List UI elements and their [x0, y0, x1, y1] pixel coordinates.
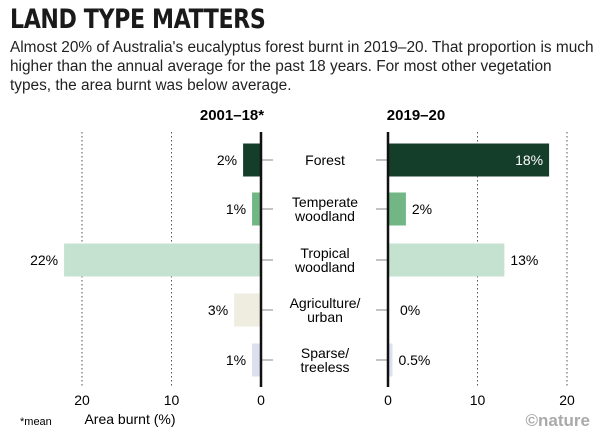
left-bar-label: 3%	[208, 302, 228, 318]
left-bar-label: 1%	[226, 352, 246, 368]
left-bar	[252, 192, 261, 226]
left-bar-label: 22%	[30, 252, 58, 268]
right-bar	[388, 243, 505, 277]
right-bar	[388, 192, 406, 226]
category-label: Sparse/	[301, 345, 349, 361]
left-bar	[252, 343, 261, 377]
right-bar-label: 0.5%	[398, 352, 430, 368]
right-bar-label: 18%	[515, 152, 543, 168]
left-bar	[64, 243, 261, 277]
left-bar	[234, 293, 261, 327]
right-bar-label: 0%	[400, 302, 420, 318]
right-tick-label: 20	[559, 392, 575, 408]
left-bar-label: 2%	[217, 152, 237, 168]
left-tick-label: 0	[257, 392, 265, 408]
right-tick-label: 10	[470, 392, 486, 408]
right-panel-header: 2019–20	[387, 107, 445, 124]
left-tick-label: 10	[164, 392, 180, 408]
category-label: Forest	[305, 152, 345, 168]
nature-credit-logo: ©nature	[526, 411, 590, 430]
category-label: Tropical	[300, 245, 349, 261]
left-bar	[243, 143, 261, 177]
left-tick-label: 20	[74, 392, 90, 408]
chart-subtitle: Almost 20% of Australia's eucalyptus for…	[10, 39, 594, 94]
footnote: *mean	[20, 416, 52, 428]
left-bar-label: 1%	[226, 201, 246, 217]
right-tick-label: 0	[384, 392, 392, 408]
category-label: woodland	[294, 259, 355, 275]
category-label: Agriculture/	[290, 295, 361, 311]
category-label: woodland	[294, 208, 355, 224]
category-label: treeless	[300, 359, 349, 375]
right-bar-label: 2%	[412, 201, 432, 217]
category-label: Temperate	[292, 194, 358, 210]
x-axis-label: Area burnt (%)	[84, 411, 175, 427]
right-bar	[388, 143, 550, 177]
category-label: urban	[307, 309, 343, 325]
chart-title: LAND TYPE MATTERS	[10, 4, 266, 35]
right-bar	[388, 343, 393, 377]
left-panel-header: 2001–18*	[200, 107, 264, 124]
right-bar-label: 13%	[510, 252, 538, 268]
